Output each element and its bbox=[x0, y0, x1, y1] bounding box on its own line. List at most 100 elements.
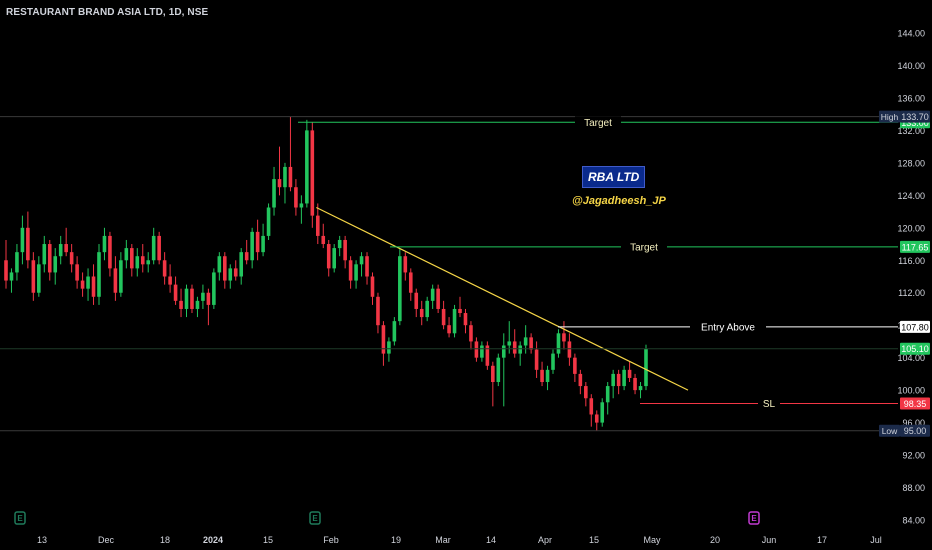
level-price-text: 133.00 bbox=[901, 118, 929, 128]
candle-body bbox=[567, 341, 572, 358]
candle-body bbox=[168, 276, 172, 285]
y-tick-label: 136.00 bbox=[897, 93, 925, 103]
candle-body bbox=[523, 337, 528, 346]
candle-body bbox=[255, 231, 260, 253]
y-tick-label: 120.00 bbox=[897, 223, 925, 233]
y-tick-label: 144.00 bbox=[897, 29, 925, 39]
candle-body bbox=[376, 296, 380, 326]
candle-body bbox=[326, 244, 331, 269]
x-tick-label: 13 bbox=[37, 535, 47, 545]
x-tick-label: 2024 bbox=[203, 535, 223, 545]
candle-body bbox=[392, 321, 397, 342]
candle-body bbox=[184, 288, 189, 309]
candle-body bbox=[370, 276, 375, 297]
candle-body bbox=[551, 353, 555, 370]
brand-label: RBA LTD bbox=[582, 166, 646, 188]
y-tick-label: 92.00 bbox=[902, 451, 925, 461]
candle-body bbox=[140, 256, 145, 265]
earnings-marker bbox=[14, 511, 26, 525]
candle-body bbox=[201, 292, 205, 301]
x-tick-label: 17 bbox=[817, 535, 827, 545]
candle-body bbox=[589, 398, 594, 415]
candle-body bbox=[15, 252, 19, 273]
candle-body bbox=[600, 402, 605, 423]
x-tick-label: Dec bbox=[98, 535, 115, 545]
candle-body bbox=[354, 264, 358, 281]
earnings-marker-label: E bbox=[312, 514, 318, 523]
candle-body bbox=[250, 231, 254, 261]
x-tick-label: Jun bbox=[762, 535, 777, 545]
candle-body bbox=[529, 337, 533, 350]
x-tick-label: 18 bbox=[160, 535, 170, 545]
y-tick-label: 96.00 bbox=[902, 418, 925, 428]
candle-body bbox=[584, 386, 588, 399]
candle-body bbox=[540, 369, 544, 383]
candle-body bbox=[119, 260, 123, 293]
candle-body bbox=[261, 235, 265, 253]
candle-body bbox=[233, 268, 238, 277]
candle-body bbox=[611, 373, 615, 387]
candle-body bbox=[151, 235, 156, 261]
candle-body bbox=[337, 239, 342, 249]
earnings-marker bbox=[748, 511, 760, 525]
candle-body bbox=[518, 345, 522, 354]
level-label: Target bbox=[584, 118, 612, 129]
candle-body bbox=[474, 341, 479, 358]
candle-body bbox=[573, 357, 577, 374]
candle-body bbox=[4, 260, 8, 281]
candle-body bbox=[463, 313, 468, 326]
x-tick-label: 15 bbox=[263, 535, 273, 545]
x-tick-label: Jul bbox=[870, 535, 882, 545]
y-tick-label: 140.00 bbox=[897, 61, 925, 71]
candle-body bbox=[69, 252, 74, 265]
candle-body bbox=[644, 348, 648, 387]
range-price-tag bbox=[900, 424, 930, 437]
candle-body bbox=[283, 166, 287, 188]
x-tick-label: Apr bbox=[538, 535, 552, 545]
candle-body bbox=[381, 325, 386, 354]
candle-body bbox=[288, 166, 293, 188]
y-tick-label: 132.00 bbox=[897, 126, 925, 136]
last-price-tag bbox=[900, 342, 930, 355]
level-label: Target bbox=[630, 242, 658, 253]
candle-body bbox=[206, 292, 211, 305]
candle-body bbox=[594, 414, 599, 423]
candle-body bbox=[408, 272, 413, 293]
last-price-text: 105.10 bbox=[901, 344, 929, 354]
level-label-bg bbox=[690, 320, 766, 333]
candle-body bbox=[299, 203, 304, 208]
candle-body bbox=[294, 187, 298, 208]
y-tick-label: 84.00 bbox=[902, 516, 925, 526]
candle-body bbox=[9, 272, 14, 281]
candle-body bbox=[53, 256, 58, 273]
candle-body bbox=[403, 256, 408, 273]
candle-body bbox=[108, 235, 112, 269]
candle-body bbox=[266, 207, 271, 236]
author-handle: @Jagadheesh_JP bbox=[572, 195, 666, 207]
candle-body bbox=[616, 373, 621, 387]
candle-body bbox=[179, 300, 183, 309]
candle-body bbox=[447, 325, 451, 334]
candle-body bbox=[436, 288, 440, 309]
candle-body bbox=[562, 333, 566, 342]
level-label: SL bbox=[763, 399, 776, 410]
level-label-bg bbox=[621, 240, 667, 253]
y-tick-label: 116.00 bbox=[898, 256, 925, 266]
candle-body bbox=[31, 260, 36, 293]
x-tick-label: 15 bbox=[589, 535, 599, 545]
earnings-marker-label: E bbox=[751, 514, 757, 523]
candle-body bbox=[310, 130, 315, 216]
candle-body bbox=[86, 276, 90, 289]
candle-body bbox=[496, 357, 501, 383]
candle-body bbox=[157, 235, 161, 261]
candle-body bbox=[212, 272, 216, 305]
candle-body bbox=[343, 239, 347, 261]
candle-body bbox=[414, 292, 419, 309]
y-tick-label: 88.00 bbox=[902, 483, 925, 493]
candle-body bbox=[605, 386, 610, 403]
candle-body bbox=[146, 260, 151, 265]
y-tick-label: 104.00 bbox=[897, 353, 925, 363]
candle-body bbox=[244, 252, 249, 261]
x-tick-label: Feb bbox=[323, 535, 339, 545]
